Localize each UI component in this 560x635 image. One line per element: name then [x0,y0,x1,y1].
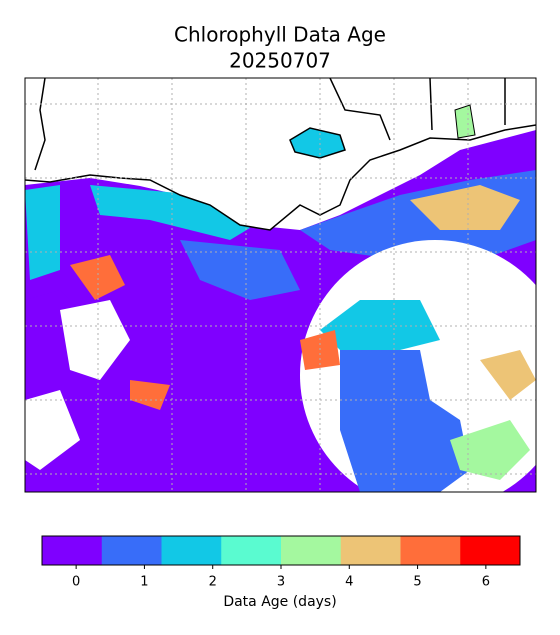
colorbar-tick-label: 1 [140,575,148,590]
colorbar-tick-label: 3 [277,575,285,590]
map [25,78,536,492]
colorbar-tick-label: 5 [413,575,421,590]
colorbar-tick-label: 4 [345,575,353,590]
colorbar-segment [281,536,342,565]
map-frame [24,77,537,493]
colorbar-segment [42,536,103,565]
map-date: 20250707 [229,49,331,73]
colorbar-segment [161,536,222,565]
colorbar-segment [101,536,162,565]
colorbar-tick-label: 6 [482,575,490,590]
colorbar-label: Data Age (days) [223,594,336,610]
colorbar-tick-label: 0 [72,575,80,590]
colorbar-segment [400,536,461,565]
colorbar: 0 1 2 3 4 5 6 [41,535,521,590]
colorbar-segment [340,536,401,565]
colorbar-tick-label: 2 [209,575,217,590]
map-title: Chlorophyll Data Age [174,23,386,47]
colorbar-segment [460,536,521,565]
colorbar-segment [221,536,282,565]
